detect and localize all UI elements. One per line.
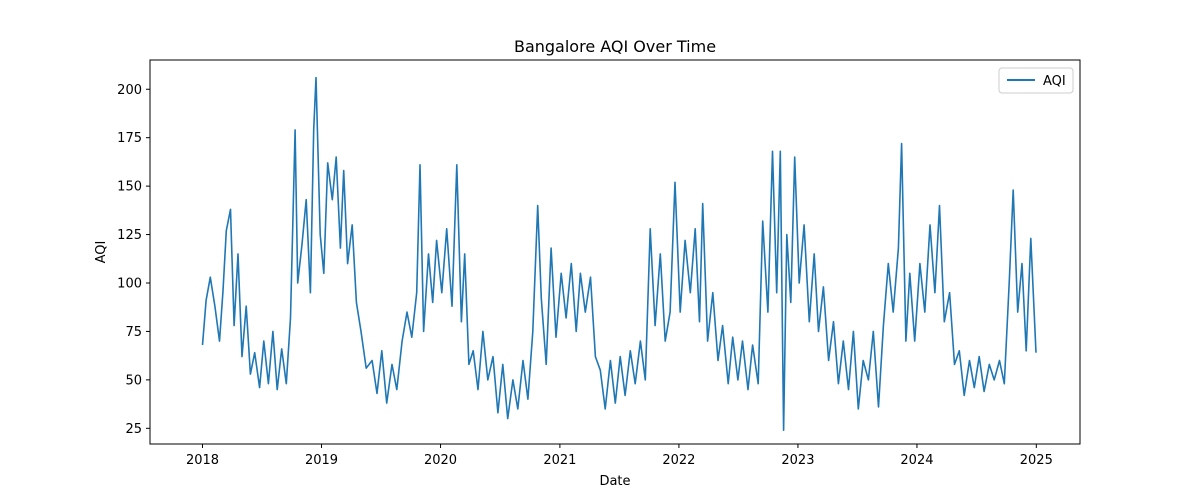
y-axis: 25 50 75 100 125 150 175 200: [117, 83, 150, 437]
y-tick-label: 75: [125, 325, 142, 340]
x-tick-label: 2021: [543, 453, 576, 468]
x-tick-label: 2020: [424, 453, 457, 468]
series-line-aqi: [201, 76, 1037, 432]
x-tick-label: 2019: [305, 453, 338, 468]
plot-frame: [149, 59, 1081, 445]
series-layer: [201, 76, 1037, 432]
legend-label: AQI: [1043, 74, 1066, 89]
x-axis-label: Date: [599, 474, 630, 489]
x-tick-label: 2025: [1020, 453, 1053, 468]
x-tick-label: 2024: [900, 453, 933, 468]
y-tick-label: 50: [125, 373, 142, 388]
y-tick-label: 100: [117, 276, 142, 291]
y-tick-label: 25: [125, 422, 142, 437]
plot-background: [150, 60, 1080, 444]
x-axis: 2018 2019 2020 2021 2022 2023 2024 2025: [186, 444, 1053, 468]
legend-box: [998, 67, 1074, 94]
y-tick-label: 150: [117, 180, 142, 195]
x-tick-label: 2018: [186, 453, 219, 468]
y-tick-label: 200: [117, 83, 142, 98]
x-tick-label: 2022: [662, 453, 695, 468]
legend: AQI: [998, 67, 1074, 94]
y-tick-label: 125: [117, 228, 142, 243]
y-axis-label: AQI: [94, 241, 109, 264]
y-tick-label: 175: [117, 131, 142, 146]
x-tick-label: 2023: [781, 453, 814, 468]
chart-title: Bangalore AQI Over Time: [514, 37, 716, 56]
